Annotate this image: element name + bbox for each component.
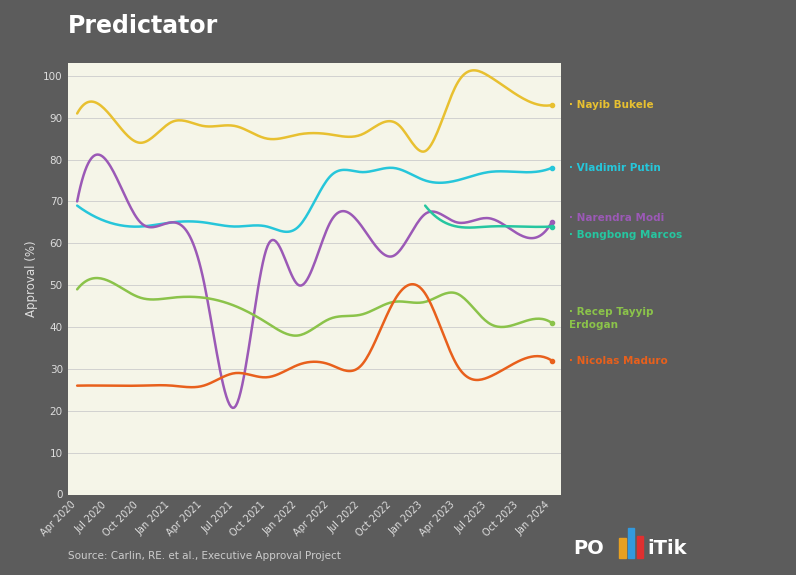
Y-axis label: Approval (%): Approval (%) <box>25 240 37 317</box>
Text: iTik: iTik <box>647 539 687 558</box>
Text: PO: PO <box>573 539 604 558</box>
Text: · Nicolas Maduro: · Nicolas Maduro <box>569 355 668 366</box>
Text: · Recep Tayyip
Erdogan: · Recep Tayyip Erdogan <box>569 308 654 330</box>
Text: · Vladimir Putin: · Vladimir Putin <box>569 163 661 173</box>
Text: · Narendra Modi: · Narendra Modi <box>569 213 665 223</box>
Text: · Bongbong Marcos: · Bongbong Marcos <box>569 230 682 240</box>
Text: Source: Carlin, RE. et al., Executive Approval Project: Source: Carlin, RE. et al., Executive Ap… <box>68 551 341 561</box>
Text: · Nayib Bukele: · Nayib Bukele <box>569 100 654 110</box>
Text: Predictator: Predictator <box>68 14 218 39</box>
